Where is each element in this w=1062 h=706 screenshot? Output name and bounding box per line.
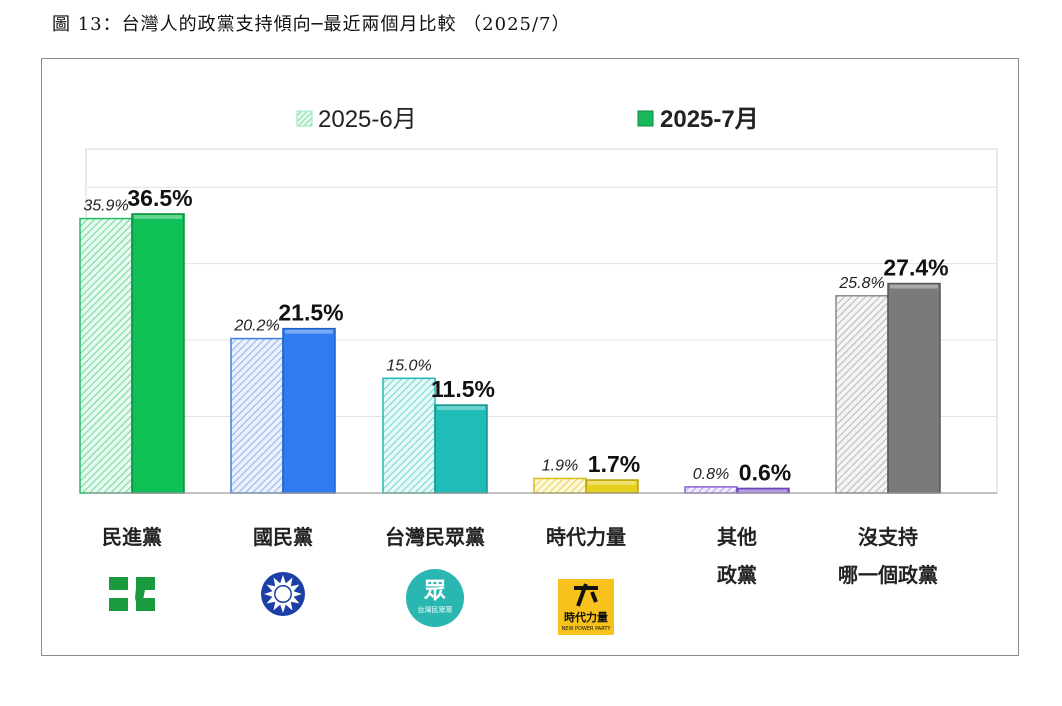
value-label-2025-7: 27.4% [883, 255, 948, 281]
category-label: 其他 [717, 525, 757, 549]
category-label: 沒支持 [858, 525, 918, 549]
svg-text:時代力量: 時代力量 [564, 610, 608, 624]
svg-text:眾: 眾 [423, 579, 446, 604]
bars: 35.9%36.5% 20.2%21.5% 15.0%11.5% 1.9% 1.7% 0.… [79, 185, 949, 494]
category-label: 時代力量 [546, 525, 626, 549]
value-label-2025-6: 1.9% [542, 457, 578, 474]
page-title: 圖 13：台灣人的政黨支持傾向─最近兩個月比較 （2025/7） [52, 14, 571, 35]
value-label-2025-6: 25.8% [838, 275, 884, 292]
legend-swatch-2025-6 [296, 110, 313, 127]
category-label: 民進黨 [102, 525, 162, 549]
value-label-2025-7: 11.5% [431, 376, 495, 402]
bar-2025-7 [131, 213, 185, 494]
svg-text:台灣民眾黨: 台灣民眾黨 [418, 605, 453, 614]
value-label-2025-6: 15.0% [386, 357, 431, 374]
bar-2025-7 [282, 327, 336, 494]
bar-2025-6 [230, 337, 284, 494]
kmt-logo [261, 572, 305, 616]
chart-frame: 2025-6月 2025-7月 35.9% 36.5% 20.2% 21.5% 15.0… [41, 58, 1019, 656]
svg-text:NEW POWER PARTY: NEW POWER PARTY [562, 626, 612, 632]
bar-highlight [285, 329, 333, 334]
bar-chart: 2025-6月 2025-7月 35.9%36.5% 20.2%21.5% 15.0… [79, 106, 998, 635]
category-label: 哪一個政黨 [838, 563, 938, 587]
bar-highlight [739, 489, 787, 493]
bar-highlight [890, 284, 938, 289]
value-label-2025-7: 21.5% [278, 300, 343, 326]
legend: 2025-6月 2025-7月 [296, 106, 759, 133]
legend-label-2025-6: 2025-6月 [318, 106, 417, 133]
bar-highlight [437, 406, 485, 411]
value-label-2025-7: 0.6% [739, 459, 791, 485]
npp-logo: 時代力量 NEW POWER PARTY [558, 579, 614, 635]
value-label-2025-7: 36.5% [127, 185, 192, 211]
bar-highlight [134, 214, 182, 219]
legend-label-2025-7: 2025-7月 [660, 106, 759, 133]
bar-2025-6 [533, 477, 587, 494]
bar-2025-7 [434, 404, 488, 494]
category-label: 國民黨 [253, 525, 313, 549]
bar-highlight [588, 481, 636, 486]
value-label-2025-6: 35.9% [83, 198, 128, 215]
bar-2025-6 [684, 486, 738, 494]
bar-2025-7 [887, 282, 941, 494]
category-label: 政黨 [717, 563, 757, 587]
value-label-2025-6: 0.8% [693, 466, 729, 483]
category-label: 台灣民眾黨 [385, 525, 485, 549]
bar-2025-6 [835, 295, 889, 494]
value-label-2025-6: 20.2% [233, 318, 279, 335]
value-label-2025-7: 1.7% [588, 451, 640, 477]
bar-2025-6 [79, 217, 133, 494]
dpp-logo [109, 577, 155, 611]
legend-swatch-2025-7 [637, 110, 654, 127]
bar-2025-6 [382, 377, 436, 494]
